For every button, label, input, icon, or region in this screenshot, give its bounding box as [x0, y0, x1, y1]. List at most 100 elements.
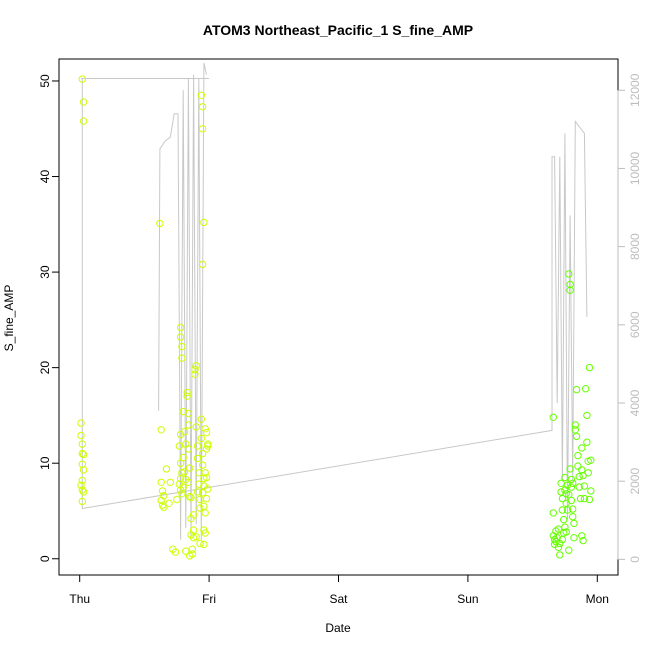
left-y-tick-label: 50 — [38, 74, 52, 88]
data-point — [585, 363, 594, 372]
x-tick-label: Sat — [329, 592, 348, 606]
data-point — [569, 479, 577, 487]
data-point — [587, 456, 595, 464]
data-point — [576, 494, 585, 503]
data-point — [175, 442, 184, 450]
data-point — [587, 487, 595, 495]
data-point — [198, 489, 207, 497]
x-tick-label: Sun — [457, 592, 478, 606]
data-point — [173, 495, 181, 504]
data-point — [78, 440, 87, 448]
data-point — [193, 442, 202, 450]
data-point — [198, 103, 207, 111]
data-point — [79, 117, 88, 125]
data-point — [189, 526, 198, 534]
data-point — [571, 421, 579, 429]
data-point — [157, 478, 165, 486]
data-point — [171, 548, 180, 556]
right-y-tick-label: 6000 — [628, 311, 642, 338]
data-point — [585, 495, 594, 504]
data-point — [558, 506, 567, 514]
left-y-tick-label: 10 — [38, 456, 52, 470]
data-point — [157, 426, 165, 434]
data-point — [582, 385, 590, 393]
data-point — [566, 280, 574, 289]
data-point — [584, 469, 592, 477]
data-point — [184, 478, 193, 486]
data-point — [204, 485, 212, 493]
data-point — [179, 483, 187, 491]
scatter-points-layer — [77, 75, 595, 560]
data-point — [78, 449, 87, 458]
data-point — [202, 473, 211, 482]
right-y-axis: 0 2000 4000 6000 8000 10000 12000 — [617, 73, 642, 563]
data-point — [575, 472, 583, 481]
data-point — [197, 415, 206, 423]
x-axis-label: Date — [325, 621, 351, 635]
data-point — [187, 514, 195, 523]
data-point — [78, 75, 87, 83]
data-point — [200, 540, 208, 549]
data-point — [575, 483, 583, 491]
data-point — [162, 465, 171, 473]
data-point — [567, 475, 576, 484]
data-point — [554, 525, 563, 533]
data-point — [558, 494, 567, 503]
data-point — [554, 543, 563, 551]
data-point — [580, 482, 589, 490]
data-point — [180, 468, 189, 476]
data-point — [556, 539, 564, 548]
data-point — [79, 488, 88, 496]
data-point — [165, 499, 173, 507]
left-y-axis: 0 10 20 30 40 50 — [38, 74, 60, 562]
data-point — [563, 506, 572, 514]
data-point — [178, 490, 186, 498]
data-point — [578, 444, 586, 452]
series-line-3 — [158, 62, 207, 540]
data-point — [583, 438, 591, 446]
data-point — [198, 461, 207, 469]
data-point — [200, 218, 208, 227]
data-point — [202, 428, 211, 437]
left-y-tick-label: 20 — [38, 361, 52, 375]
data-point — [191, 370, 199, 378]
data-point — [191, 365, 199, 374]
data-point — [201, 425, 209, 433]
data-point — [186, 464, 194, 472]
data-point — [79, 450, 88, 459]
data-point — [178, 342, 186, 351]
data-point — [579, 536, 587, 545]
data-point — [558, 535, 567, 544]
y-axis-label: S_fine_AMP — [2, 285, 16, 352]
data-point — [77, 481, 85, 489]
data-point — [578, 532, 586, 540]
data-point — [565, 546, 573, 554]
left-y-tick-label: 30 — [38, 265, 52, 279]
data-point — [184, 421, 193, 429]
series-line-2 — [81, 78, 588, 521]
data-point — [180, 428, 189, 436]
data-point — [569, 513, 577, 521]
data-point — [574, 462, 582, 470]
right-y-tick-label: 2000 — [628, 468, 642, 495]
data-point — [567, 496, 576, 505]
data-point — [198, 260, 207, 269]
data-point — [187, 493, 195, 502]
data-point — [201, 529, 209, 537]
right-y-tick-label: 8000 — [628, 233, 642, 260]
data-point — [79, 466, 88, 474]
data-point — [561, 523, 569, 531]
data-point — [78, 486, 87, 494]
data-point — [160, 503, 168, 511]
chart-title: ATOM3 Northeast_Pacific_1 S_fine_AMP — [203, 22, 473, 38]
data-point — [204, 440, 212, 448]
data-point — [193, 454, 202, 463]
data-point — [200, 502, 208, 510]
data-point — [583, 411, 591, 420]
data-point — [569, 505, 577, 513]
data-point — [184, 445, 193, 453]
data-point — [77, 419, 85, 427]
data-point — [79, 98, 88, 106]
data-point — [193, 488, 202, 496]
